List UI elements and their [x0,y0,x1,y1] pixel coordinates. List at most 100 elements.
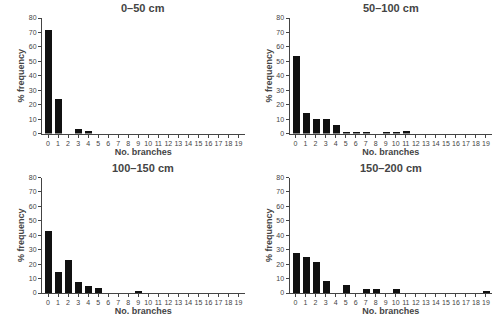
svg-text:13: 13 [174,140,182,147]
svg-text:13: 13 [174,299,182,306]
svg-text:No. branches: No. branches [115,147,172,157]
svg-text:150–200 cm: 150–200 cm [360,162,422,174]
svg-text:30: 30 [276,246,284,253]
svg-text:0–50 cm: 0–50 cm [121,2,165,14]
svg-text:50–100 cm: 50–100 cm [363,2,419,14]
svg-text:10: 10 [144,299,152,306]
svg-text:100–150 cm: 100–150 cm [112,162,174,174]
svg-text:3: 3 [76,140,80,147]
svg-text:50: 50 [276,58,284,65]
svg-text:40: 40 [29,72,37,79]
svg-text:1: 1 [304,140,308,147]
svg-text:17: 17 [462,299,470,306]
svg-text:11: 11 [402,140,409,147]
svg-text:12: 12 [164,299,172,306]
svg-text:30: 30 [29,87,37,94]
svg-text:20: 20 [29,101,37,108]
svg-text:5: 5 [344,299,348,306]
svg-text:5: 5 [96,299,100,306]
svg-text:20: 20 [276,101,284,108]
svg-text:60: 60 [29,203,37,210]
svg-text:12: 12 [412,140,420,147]
svg-text:0: 0 [294,299,298,306]
svg-text:6: 6 [106,140,110,147]
svg-text:0: 0 [46,140,50,147]
svg-text:7: 7 [116,140,120,147]
svg-text:11: 11 [155,299,162,306]
svg-text:2: 2 [314,299,318,306]
svg-text:18: 18 [472,140,480,147]
svg-text:6: 6 [354,299,358,306]
svg-text:2: 2 [66,299,70,306]
svg-text:9: 9 [384,140,388,147]
svg-text:No. branches: No. branches [362,147,419,157]
svg-text:7: 7 [364,299,368,306]
svg-text:3: 3 [324,140,328,147]
svg-text:6: 6 [354,140,358,147]
svg-text:70: 70 [276,29,284,36]
svg-text:16: 16 [205,299,213,306]
svg-text:10: 10 [29,116,37,123]
svg-text:40: 40 [276,72,284,79]
svg-text:80: 80 [29,174,37,181]
svg-text:2: 2 [66,140,70,147]
svg-text:4: 4 [86,299,90,306]
svg-text:18: 18 [225,140,233,147]
svg-text:14: 14 [432,299,440,306]
svg-text:15: 15 [442,299,450,306]
svg-text:10: 10 [144,140,152,147]
svg-text:50: 50 [276,217,284,224]
svg-text:18: 18 [472,299,480,306]
svg-text:3: 3 [76,299,80,306]
svg-text:30: 30 [29,246,37,253]
svg-text:4: 4 [86,140,90,147]
svg-text:4: 4 [334,299,338,306]
svg-text:0: 0 [280,289,284,296]
svg-text:10: 10 [29,275,37,282]
svg-text:0: 0 [294,140,298,147]
svg-text:40: 40 [276,232,284,239]
svg-text:8: 8 [374,299,378,306]
svg-text:2: 2 [314,140,318,147]
svg-text:% frequency: % frequency [16,49,26,103]
svg-text:0: 0 [280,130,284,137]
svg-text:0: 0 [46,299,50,306]
svg-text:60: 60 [276,43,284,50]
svg-text:10: 10 [392,140,400,147]
svg-text:20: 20 [29,261,37,268]
svg-text:10: 10 [276,116,284,123]
svg-text:17: 17 [215,299,223,306]
svg-text:70: 70 [29,188,37,195]
svg-text:0: 0 [33,289,37,296]
svg-text:7: 7 [116,299,120,306]
svg-text:11: 11 [155,140,162,147]
svg-text:1: 1 [304,299,308,306]
svg-text:20: 20 [276,261,284,268]
svg-text:13: 13 [422,140,430,147]
svg-text:1: 1 [56,140,60,147]
svg-text:15: 15 [194,299,202,306]
svg-text:15: 15 [442,140,450,147]
svg-text:7: 7 [364,140,368,147]
svg-text:50: 50 [29,58,37,65]
svg-text:5: 5 [96,140,100,147]
svg-text:40: 40 [29,232,37,239]
svg-text:8: 8 [126,140,130,147]
svg-text:30: 30 [276,87,284,94]
svg-text:16: 16 [205,140,213,147]
svg-text:10: 10 [276,275,284,282]
svg-text:14: 14 [184,140,192,147]
svg-text:19: 19 [482,140,490,147]
svg-text:10: 10 [392,299,400,306]
svg-text:16: 16 [452,299,460,306]
svg-text:No. branches: No. branches [362,306,419,316]
svg-text:19: 19 [482,299,490,306]
svg-text:80: 80 [276,174,284,181]
svg-text:11: 11 [402,299,409,306]
svg-text:0: 0 [33,130,37,137]
svg-text:80: 80 [29,14,37,21]
svg-text:15: 15 [194,140,202,147]
svg-text:16: 16 [452,140,460,147]
svg-text:9: 9 [136,140,140,147]
svg-text:18: 18 [225,299,233,306]
